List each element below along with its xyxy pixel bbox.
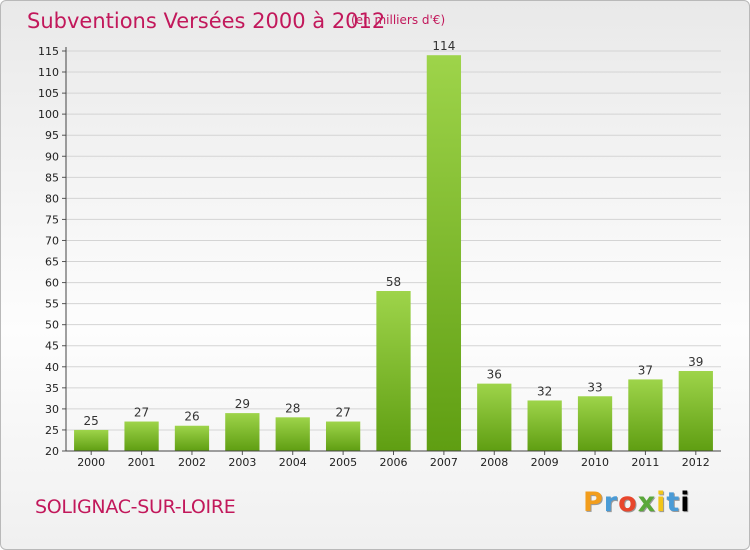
bar: [477, 383, 512, 451]
data-label: 58: [386, 275, 401, 289]
x-tick-label: 2002: [178, 456, 206, 469]
y-tick-label: 70: [45, 234, 59, 247]
x-tick-label: 2006: [380, 456, 408, 469]
proxiti-logo: Proxiti: [583, 487, 691, 518]
y-tick-label: 65: [45, 256, 59, 269]
x-tick-label: 2000: [77, 456, 105, 469]
bar: [225, 413, 260, 451]
value-labels: 25 27 26 29 28 27 58 114 36 32 33 37 39: [84, 39, 704, 428]
y-tick-label: 90: [45, 150, 59, 163]
chart-subtitle: (en milliers d'€): [351, 13, 446, 27]
logo-letter: i: [656, 487, 667, 518]
data-label: 36: [487, 368, 502, 382]
data-label: 27: [335, 406, 350, 420]
y-axis-ticks: 20 25 30 35 40 45 50 55 60 65 70 75 80 85 90 95 100 105 11…: [38, 45, 66, 458]
chart-title: Subventions Versées 2000 à 2012: [27, 9, 386, 33]
bar: [174, 425, 210, 451]
bar: [426, 55, 462, 452]
y-tick-label: 75: [45, 213, 59, 226]
y-tick-label: 35: [45, 382, 59, 395]
y-tick-label: 115: [38, 45, 59, 58]
bars: [74, 55, 713, 452]
logo-letter: o: [618, 487, 638, 518]
bar: [577, 396, 613, 451]
logo-letter: i: [680, 487, 691, 518]
y-tick-label: 20: [45, 445, 59, 458]
bar: [325, 421, 361, 451]
logo-letter: t: [666, 487, 681, 518]
y-tick-label: 45: [45, 340, 59, 353]
bar: [275, 417, 310, 451]
y-tick-label: 55: [45, 298, 59, 311]
bar: [124, 421, 159, 451]
x-tick-label: 2010: [581, 456, 609, 469]
x-axis-ticks: 2000 2001 2002 2003 2004 2005 2006 2007 2008 2009…: [77, 451, 710, 469]
x-tick-label: 2009: [531, 456, 559, 469]
x-tick-label: 2011: [631, 456, 659, 469]
data-label: 28: [285, 401, 300, 415]
data-label: 114: [432, 39, 455, 53]
data-label: 26: [184, 410, 199, 424]
x-tick-label: 2004: [279, 456, 307, 469]
y-tick-label: 95: [45, 129, 59, 142]
y-tick-label: 80: [45, 192, 59, 205]
y-tick-label: 50: [45, 319, 59, 332]
logo-letter: P: [583, 487, 604, 518]
y-tick-label: 60: [45, 277, 59, 290]
x-tick-label: 2001: [128, 456, 156, 469]
bar: [74, 429, 109, 451]
y-tick-label: 110: [38, 66, 59, 79]
data-label: 29: [235, 397, 250, 411]
y-tick-label: 25: [45, 424, 59, 437]
bar: [376, 291, 411, 451]
data-label: 25: [84, 414, 99, 428]
data-label: 32: [537, 384, 552, 398]
x-tick-label: 2007: [430, 456, 458, 469]
x-tick-label: 2005: [329, 456, 357, 469]
logo-letter: r: [603, 487, 619, 518]
y-tick-label: 85: [45, 171, 59, 184]
axes: [65, 47, 721, 452]
y-tick-label: 30: [45, 403, 59, 416]
bar: [628, 379, 663, 451]
bar: [527, 400, 562, 451]
data-label: 33: [587, 380, 602, 394]
y-tick-label: 40: [45, 361, 59, 374]
y-tick-label: 100: [38, 108, 59, 121]
x-tick-label: 2003: [228, 456, 256, 469]
x-tick-label: 2012: [682, 456, 710, 469]
bar: [678, 371, 713, 451]
data-label: 37: [638, 363, 653, 377]
x-tick-label: 2008: [480, 456, 508, 469]
data-label: 27: [134, 406, 149, 420]
y-tick-label: 105: [38, 87, 59, 100]
data-label: 39: [688, 355, 703, 369]
logo-letter: x: [637, 487, 657, 518]
city-name: SOLIGNAC-SUR-LOIRE: [35, 496, 236, 518]
